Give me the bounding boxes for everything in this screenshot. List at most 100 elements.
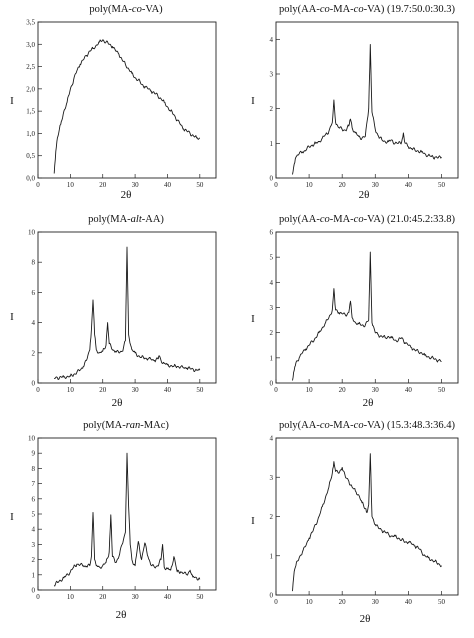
y-tick-label: 3 [270,474,274,482]
series-line [54,246,201,380]
y-axis-label: I [251,95,255,107]
y-tick-label: 3 [270,71,274,79]
chart-panel-1: poly(MA-co-VA) 0 10 20 30 40 50 0,0 0,5 1,0 1,5 2,0… [10,4,217,201]
y-tick-label: 2,0 [26,85,35,93]
y-tick-label: 0,0 [26,175,35,183]
y-tick-label: 1 [32,571,36,579]
chart-panel-6: poly(AA-co-MA-co-VA) (15.3:48.3:36.4)0 10… [251,420,459,625]
y-axis-label: I [10,95,14,107]
x-tick-label: 50 [196,593,204,601]
y-tick-label: 3,0 [26,41,35,49]
y-tick-label: 1 [270,552,274,560]
y-tick-label: 0 [32,587,36,595]
x-tick-label: 0 [274,598,278,606]
x-axis-label: 2θ [359,189,370,201]
series-line [292,453,442,592]
chart-title: poly(MA-alt-AA) [88,214,164,225]
x-tick-label: 20 [99,593,107,601]
y-tick-label: 6 [32,289,36,297]
y-tick-label: 0 [270,592,274,600]
y-tick-label: 4 [270,36,274,44]
y-tick-label: 5 [270,254,274,262]
y-tick-label: 4 [270,435,274,443]
series-line [292,251,442,381]
y-tick-label: 2,5 [26,63,35,71]
x-tick-label: 10 [306,386,314,394]
y-tick-label: 2 [32,349,36,357]
y-tick-label: 6 [32,495,36,503]
x-tick-label: 10 [306,181,314,189]
y-tick-label: 2 [270,513,274,521]
y-tick-label: 2 [32,556,36,564]
y-tick-label: 10 [28,229,36,237]
x-tick-label: 50 [196,181,204,189]
x-axis-label: 2θ [112,397,123,409]
x-tick-label: 30 [372,386,380,394]
y-tick-label: 0 [270,380,274,388]
x-tick-label: 40 [164,593,172,601]
plot-frame [275,231,459,384]
y-axis-label: I [10,511,14,523]
x-tick-label: 10 [67,181,75,189]
x-tick-label: 30 [132,181,140,189]
x-tick-label: 0 [36,181,40,189]
x-tick-label: 50 [438,181,446,189]
y-tick-label: 0 [32,380,36,388]
y-tick-label: 6 [270,229,274,237]
y-tick-label: 7 [32,480,36,488]
x-tick-label: 10 [67,593,75,601]
y-axis-label: I [10,311,14,323]
chart-title: poly(MA-ran-MAc) [83,420,169,431]
chart-panel-5: poly(MA-ran-MAc) 0 10 20 30 40 50 0 1 2 3 4 5 6 7 8 9 10 2… [10,420,217,621]
x-tick-label: 20 [339,181,347,189]
x-tick-label: 10 [67,386,75,394]
y-tick-label: 3 [32,541,36,549]
y-tick-label: 8 [32,465,36,473]
y-tick-label: 4 [32,526,36,534]
x-tick-label: 40 [405,598,413,606]
y-tick-label: 2 [270,329,274,337]
chart-panel-3: poly(MA-alt-AA) 0 10 20 30 40 50 0 2 4 6 8 10 2θ I [10,214,217,409]
x-axis-label: 2θ [116,609,127,621]
x-tick-label: 20 [99,181,107,189]
x-tick-label: 40 [405,181,413,189]
x-tick-label: 30 [372,598,380,606]
x-tick-label: 50 [438,386,446,394]
y-tick-label: 9 [32,450,36,458]
x-tick-label: 40 [405,386,413,394]
x-tick-label: 30 [372,181,380,189]
chart-title: poly(AA-co-MA-co-VA) (19.7:50.0:30.3) [279,4,455,15]
x-axis-label: 2θ [363,397,374,409]
y-tick-label: 0 [270,175,274,183]
series-line [53,452,201,587]
chart-title: poly(AA-co-MA-co-VA) (15.3:48.3:36.4) [279,420,455,431]
y-axis-label: I [251,515,255,527]
x-tick-label: 0 [36,593,40,601]
chart-title: poly(AA-co-MA-co-VA) (21.0:45.2:33.8) [279,214,455,225]
y-tick-label: 4 [32,319,36,327]
y-tick-label: 0,5 [26,152,35,160]
chart-title: poly(MA-co-VA) [89,4,163,15]
y-tick-label: 2 [270,105,274,113]
plot-frame [37,231,217,384]
x-tick-label: 40 [164,386,172,394]
x-tick-label: 50 [438,598,446,606]
x-axis-label: 2θ [360,613,371,625]
y-axis-label: I [251,313,255,325]
y-tick-label: 1,5 [26,108,35,116]
x-tick-label: 30 [132,593,140,601]
x-tick-label: 40 [164,181,172,189]
x-tick-label: 20 [339,598,347,606]
chart-panel-2: poly(AA-co-MA-co-VA) (19.7:50.0:30.3)0 10… [251,4,459,201]
y-tick-label: 3,5 [26,19,35,27]
series-line [292,44,442,175]
x-tick-label: 0 [274,181,278,189]
x-tick-label: 20 [339,386,347,394]
x-tick-label: 0 [36,386,40,394]
y-tick-label: 1,0 [26,130,35,138]
y-tick-label: 5 [32,511,36,519]
x-tick-label: 50 [196,386,204,394]
x-tick-label: 10 [306,598,314,606]
y-tick-label: 1 [270,140,274,148]
